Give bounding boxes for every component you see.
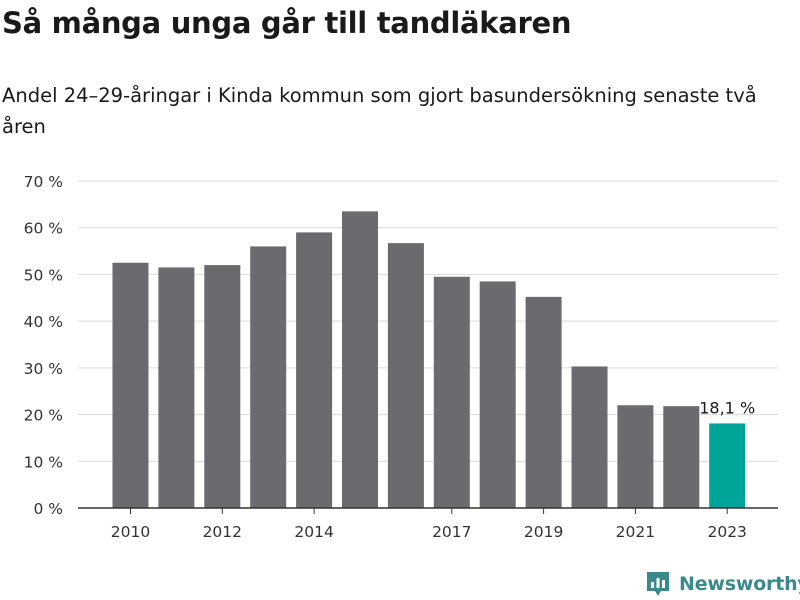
bar-2010	[112, 262, 149, 508]
bar-2018	[479, 281, 516, 508]
bar-2012	[204, 265, 241, 508]
y-tick-label: 40 %	[24, 313, 63, 331]
bar-chart: 0 % 10 % 20 % 30 % 40 % 50 % 60 % 70 % 2010 2012…	[24, 173, 778, 541]
bars	[112, 211, 746, 508]
y-tick-label: 10 %	[24, 453, 63, 471]
bar-2021	[617, 405, 654, 508]
bar-2015	[342, 211, 378, 508]
bar-2011	[158, 267, 195, 508]
x-tick-label: 2017	[432, 523, 471, 541]
bar-2022	[663, 406, 700, 508]
data-label-2023: 18,1 %	[699, 398, 755, 417]
x-axis-labels: 2010 2012 2014 2017 2019 2021 2023	[111, 508, 747, 541]
chart-subtitle: Andel 24–29-åringar i Kinda kommun som g…	[2, 84, 757, 138]
newsworthy-logo-text: Newsworthy	[679, 573, 800, 595]
y-tick-label: 0 %	[33, 500, 63, 518]
bar-2013	[250, 246, 287, 508]
y-tick-label: 60 %	[24, 220, 63, 238]
newsworthy-logo-icon	[647, 572, 669, 596]
bar-2014	[296, 232, 333, 508]
bar-2023	[709, 423, 746, 508]
x-tick-label: 2014	[294, 523, 333, 541]
y-axis-labels: 0 % 10 % 20 % 30 % 40 % 50 % 60 % 70 %	[24, 173, 63, 518]
bar-2016	[387, 243, 424, 508]
bar-2020	[571, 366, 608, 508]
y-tick-label: 30 %	[24, 360, 63, 378]
x-tick-label: 2010	[111, 523, 150, 541]
x-tick-label: 2021	[616, 523, 655, 541]
grid-lines	[78, 180, 778, 462]
y-tick-label: 20 %	[24, 407, 63, 425]
y-tick-label: 50 %	[24, 266, 63, 284]
bar-2019	[525, 296, 562, 508]
y-tick-label: 70 %	[24, 173, 63, 191]
x-tick-label: 2023	[707, 523, 746, 541]
chart-title: Så många unga går till tandläkaren	[2, 6, 572, 40]
newsworthy-logo: Newsworthy	[645, 570, 800, 598]
x-tick-label: 2019	[524, 523, 563, 541]
x-tick-label: 2012	[203, 523, 242, 541]
bar-2017	[433, 276, 470, 508]
